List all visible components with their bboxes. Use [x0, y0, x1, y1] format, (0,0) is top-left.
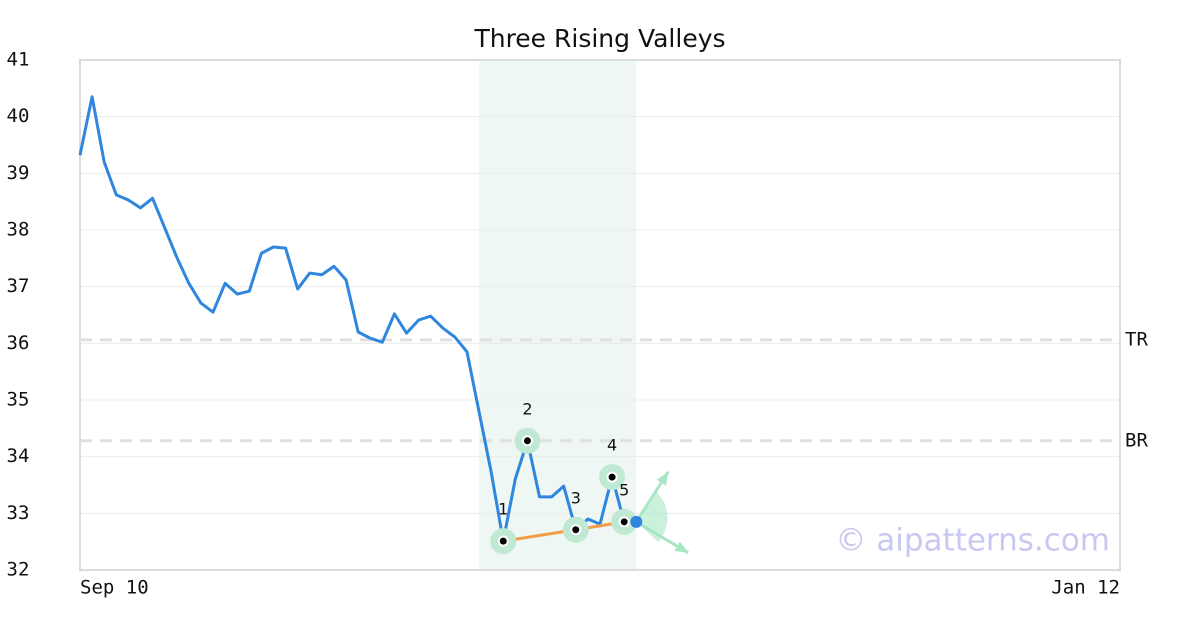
pattern-label: 2	[522, 399, 532, 418]
pattern-point	[497, 535, 509, 547]
x-tick-label: Sep 10	[80, 577, 149, 599]
x-tick-label: Jan 12	[1051, 577, 1120, 599]
y-tick-label: 40	[7, 105, 30, 127]
pattern-label: 4	[607, 436, 617, 455]
watermark: © aipatterns.com	[835, 523, 1110, 559]
pattern-point	[618, 516, 630, 528]
level-label: BR	[1125, 429, 1148, 451]
pattern-point	[570, 524, 582, 536]
pattern-label: 3	[571, 488, 581, 507]
pattern-label: 1	[498, 500, 508, 519]
arrow-head	[656, 471, 669, 486]
plot-frame	[79, 59, 1121, 571]
chart-title: Three Rising Valleys	[473, 24, 725, 53]
y-tick-label: 32	[7, 559, 30, 581]
y-tick-label: 41	[7, 49, 30, 71]
pattern-label: 5	[619, 480, 629, 499]
price-line	[78, 95, 637, 543]
y-tick-label: 36	[7, 332, 30, 354]
y-tick-label: 38	[7, 219, 30, 241]
arrow-head	[674, 541, 689, 553]
y-tick-label: 33	[7, 502, 30, 524]
pattern-point	[606, 471, 618, 483]
level-label: TR	[1125, 328, 1148, 350]
y-tick-label: 37	[7, 275, 30, 297]
y-tick-label: 35	[7, 389, 30, 411]
y-tick-label: 34	[7, 445, 30, 467]
last-point	[630, 515, 643, 528]
y-tick-label: 39	[7, 162, 30, 184]
pattern-point	[521, 435, 533, 447]
projection-wedge	[636, 491, 668, 542]
